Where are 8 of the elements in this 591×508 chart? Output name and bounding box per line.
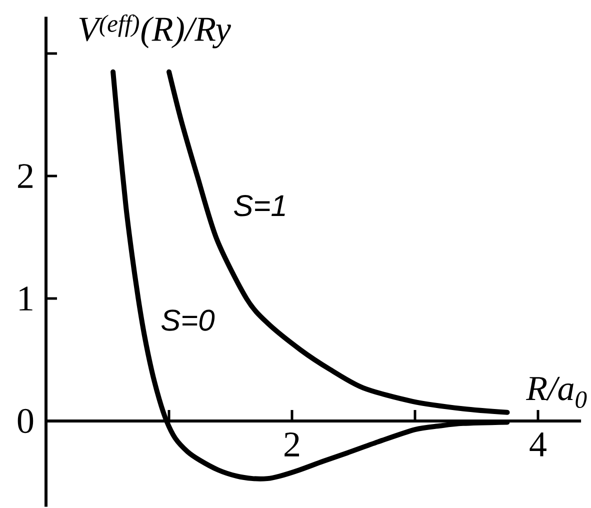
x-tick-label: 4 bbox=[530, 432, 546, 456]
y-tick-label: 0 bbox=[18, 408, 34, 434]
series-label: S=0 bbox=[161, 310, 215, 331]
x-axis-title: R/a$_{0}$ bbox=[526, 376, 587, 408]
series-label: S=1 bbox=[234, 195, 285, 216]
y-axis-title: V$^{(eff)}$(R)/Ry bbox=[79, 14, 231, 48]
y-tick-label: 1 bbox=[20, 286, 32, 310]
y-tick-label: 2 bbox=[18, 164, 32, 188]
